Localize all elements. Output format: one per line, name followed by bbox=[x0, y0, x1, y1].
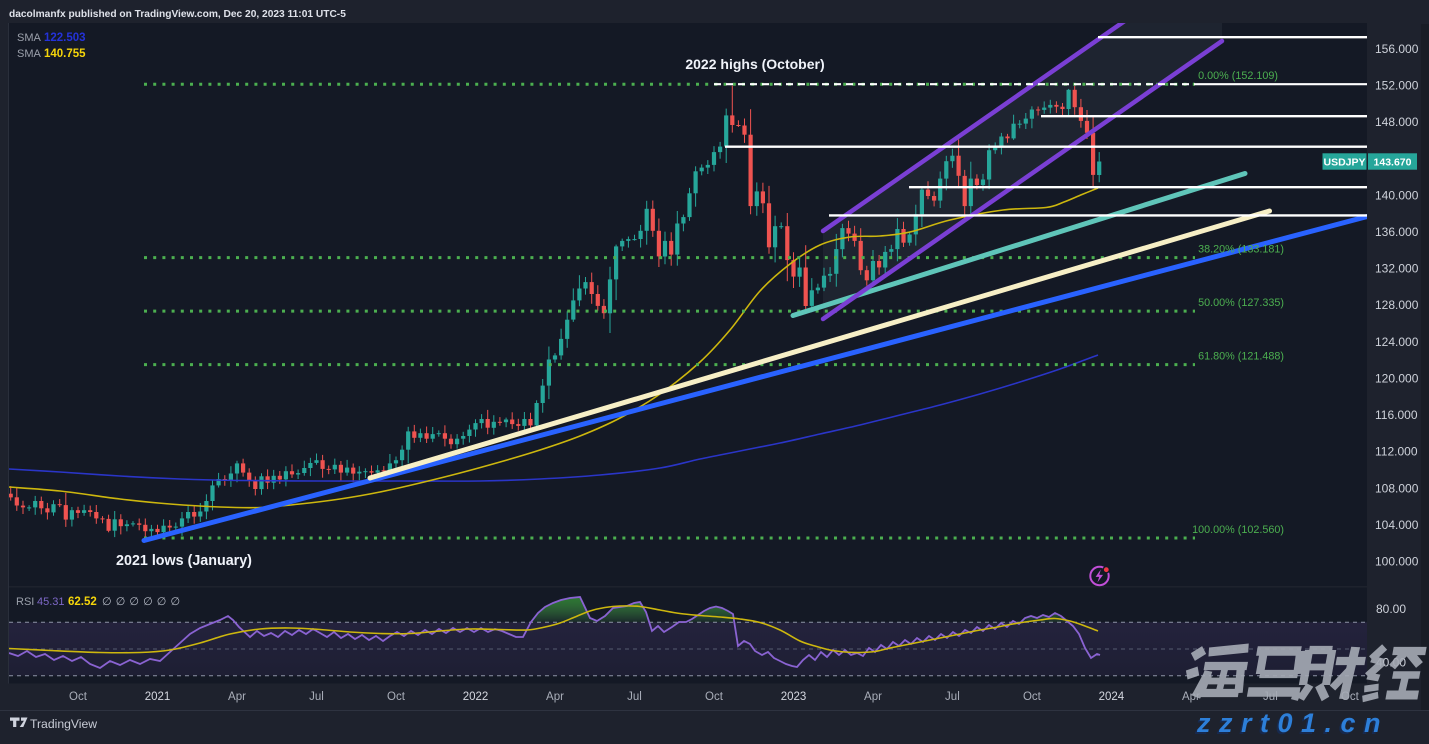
svg-text:∅: ∅ bbox=[157, 596, 167, 608]
svg-text:Oct: Oct bbox=[387, 691, 406, 703]
svg-text:Apr: Apr bbox=[228, 691, 246, 703]
svg-text:80.00: 80.00 bbox=[1376, 602, 1406, 616]
svg-text:Oct: Oct bbox=[705, 691, 724, 703]
svg-text:100.00% (102.560): 100.00% (102.560) bbox=[1192, 524, 1284, 536]
svg-text:Apr: Apr bbox=[864, 691, 882, 703]
svg-text:112.000: 112.000 bbox=[1375, 445, 1418, 459]
svg-text:124.000: 124.000 bbox=[1375, 335, 1419, 349]
svg-text:62.52: 62.52 bbox=[68, 596, 97, 608]
svg-text:152.000: 152.000 bbox=[1375, 78, 1419, 92]
svg-text:SMA: SMA bbox=[17, 32, 42, 44]
svg-text:100.000: 100.000 bbox=[1375, 555, 1419, 569]
svg-text:2021: 2021 bbox=[145, 691, 171, 703]
svg-text:132.000: 132.000 bbox=[1375, 262, 1419, 276]
svg-text:128.000: 128.000 bbox=[1375, 298, 1419, 312]
svg-text:Jul: Jul bbox=[309, 691, 324, 703]
svg-text:SMA: SMA bbox=[17, 48, 42, 60]
svg-text:108.000: 108.000 bbox=[1375, 481, 1419, 495]
svg-text:136.000: 136.000 bbox=[1375, 225, 1419, 239]
svg-text:2021 lows (January): 2021 lows (January) bbox=[116, 553, 252, 569]
svg-text:50.00% (127.335): 50.00% (127.335) bbox=[1198, 297, 1284, 309]
svg-text:2024: 2024 bbox=[1099, 691, 1125, 703]
svg-text:dacolmanfx published on Tradin: dacolmanfx published on TradingView.com,… bbox=[9, 9, 346, 20]
svg-text:140.755: 140.755 bbox=[44, 48, 86, 60]
svg-text:∅: ∅ bbox=[116, 596, 126, 608]
svg-text:USDJPY: USDJPY bbox=[1323, 157, 1365, 169]
svg-text:45.31: 45.31 bbox=[37, 596, 65, 608]
svg-text:61.80% (121.488): 61.80% (121.488) bbox=[1198, 351, 1284, 363]
svg-text:140.000: 140.000 bbox=[1375, 188, 1419, 202]
svg-text:∅: ∅ bbox=[171, 596, 181, 608]
svg-text:∅: ∅ bbox=[102, 596, 112, 608]
svg-text:RSI: RSI bbox=[16, 596, 34, 608]
svg-text:156.000: 156.000 bbox=[1375, 42, 1419, 56]
svg-text:38.20% (133.181): 38.20% (133.181) bbox=[1198, 244, 1284, 256]
svg-text:Jul: Jul bbox=[945, 691, 960, 703]
svg-text:Jul: Jul bbox=[627, 691, 642, 703]
svg-text:Oct: Oct bbox=[1023, 691, 1042, 703]
svg-text:Oct: Oct bbox=[69, 691, 88, 703]
svg-text:2022 highs (October): 2022 highs (October) bbox=[685, 56, 824, 72]
svg-text:122.503: 122.503 bbox=[44, 32, 86, 44]
svg-text:∅: ∅ bbox=[129, 596, 139, 608]
svg-text:0.00% (152.109): 0.00% (152.109) bbox=[1198, 70, 1278, 82]
svg-text:TradingView: TradingView bbox=[30, 717, 97, 731]
svg-text:104.000: 104.000 bbox=[1375, 518, 1419, 532]
svg-text:148.000: 148.000 bbox=[1375, 115, 1419, 129]
svg-text:∅: ∅ bbox=[143, 596, 153, 608]
svg-text:Apr: Apr bbox=[546, 691, 564, 703]
svg-text:zzrt01.cn: zzrt01.cn bbox=[1194, 710, 1387, 739]
svg-text:143.670: 143.670 bbox=[1374, 157, 1412, 169]
svg-text:2023: 2023 bbox=[781, 691, 807, 703]
svg-text:zzrt01.cn: zzrt01.cn bbox=[1196, 708, 1389, 738]
svg-text:120.000: 120.000 bbox=[1375, 372, 1419, 386]
svg-text:2022: 2022 bbox=[463, 691, 489, 703]
svg-text:116.000: 116.000 bbox=[1375, 408, 1418, 422]
